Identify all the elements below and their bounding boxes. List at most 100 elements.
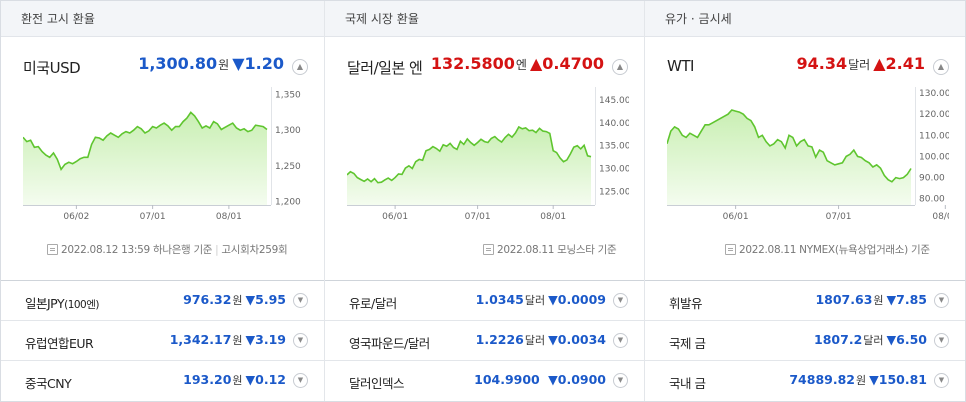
document-icon [725,244,736,255]
change-arrow: ▲ [873,54,886,73]
chevron-down-icon[interactable]: ▼ [293,293,308,308]
change: 7.85 [896,292,927,307]
list-item[interactable]: 영국파운드/달러 1.2226달러 ▼0.0034 ▼ [325,321,644,361]
change: 5.95 [255,292,286,307]
panel-oil-gold: 유가 · 금시세 WTI 94.34달러 ▲2.41 ▲ 130.00 120.00… [644,1,965,401]
x-tick-label: 06/02 [63,212,89,222]
item-value: 193.20원 ▼0.12 [183,372,286,388]
note-date: 2022.08.11 [497,244,555,256]
chart: 1,350 1,300 1,250 1,200 06/02 07/01 08/01 [23,87,305,227]
unit: 원 [232,334,243,347]
value: 1807.2 [814,332,863,347]
series-line [347,125,592,184]
list-item[interactable]: 유로/달러 1.0345달러 ▼0.0009 ▼ [325,281,644,321]
main-quote: 미국USD 1,300.80원 ▼1.20 ▲ [1,51,324,81]
list-item[interactable]: 중국CNY 193.20원 ▼0.12 ▼ [1,361,324,401]
y-tick-label: 1,350 [275,91,301,101]
item-name-text: 유럽연합EUR [25,336,94,351]
change: 0.4700 [542,54,604,73]
y-tick-label: 110.00 [919,131,949,141]
chevron-down-icon[interactable]: ▼ [934,373,949,388]
chart-note: 2022.08.11 모닝스타 기준 [483,242,617,257]
x-tick-label: 07/01 [465,212,491,222]
change-arrow: ▼ [245,372,256,387]
list-item[interactable]: 국제 금 1807.2달러 ▼6.50 ▼ [645,321,965,361]
panel-exchange: 환전 고시 환율 미국USD 1,300.80원 ▼1.20 ▲ 1,350 1,3… [1,1,324,401]
list-item[interactable]: 국내 금 74889.82원 ▼150.81 ▼ [645,361,965,401]
y-tick-label: 130.00 [919,89,949,99]
chevron-down-icon[interactable]: ▼ [934,333,949,348]
list-item[interactable]: 유럽연합EUR 1,342.17원 ▼3.19 ▼ [1,321,324,361]
item-name-text: 일본JPY [25,296,65,311]
quote-value: 1,300.80원 ▼1.20 [138,54,284,73]
value: 1.2226 [475,332,524,347]
list-item[interactable]: 휘발유 1807.63원 ▼7.85 ▼ [645,281,965,321]
tab-international[interactable]: 국제 시장 환율 [325,1,644,37]
unit: 원 [856,374,867,387]
chevron-up-icon[interactable]: ▲ [933,59,949,75]
chevron-down-icon[interactable]: ▼ [293,333,308,348]
x-tick-label: 06/01 [723,212,749,222]
chevron-down-icon[interactable]: ▼ [934,293,949,308]
y-tick-label: 100.00 [919,152,949,162]
chart-note: 2022.08.12 13:59 하나은행 기준 | 고시회차259회 [47,242,288,257]
y-tick-label: 80.00 [919,195,945,205]
change-arrow: ▼ [886,332,897,347]
currency-name: 달러/일본 엔 [347,59,423,77]
item-name: 유럽연합EUR [25,333,94,352]
value: 74889.82 [789,372,855,387]
chart: 145.00 140.00 135.00 130.00 125.00 06/01 07/01… [347,87,629,227]
note-source: 하나은행 기준 [152,244,213,256]
price: 132.5800 [430,54,515,73]
unit: 원 [232,294,243,307]
chevron-down-icon[interactable]: ▼ [613,293,628,308]
y-tick-label: 135.00 [599,142,629,152]
area-fill [23,112,267,205]
note-divider: | [215,244,219,256]
item-name: 중국CNY [25,373,72,392]
change-arrow: ▼ [886,292,897,307]
tab-oil-gold[interactable]: 유가 · 금시세 [645,1,965,37]
value: 193.20 [183,372,232,387]
value: 976.32 [183,292,232,307]
area-fill [667,110,911,205]
item-name: 유로/달러 [349,296,397,311]
price: 1,300.80 [138,54,218,73]
main-quote: 달러/일본 엔 132.5800엔 ▲0.4700 ▲ [325,51,644,81]
chevron-up-icon[interactable]: ▲ [612,59,628,75]
list-item[interactable]: 달러인덱스 104.9900 ▼0.0900 ▼ [325,361,644,401]
tab-exchange[interactable]: 환전 고시 환율 [1,1,324,37]
x-tick-label: 08/01 [540,212,566,222]
chevron-down-icon[interactable]: ▼ [613,373,628,388]
quote-value: 132.5800엔 ▲0.4700 [431,54,604,73]
item-name: 달러인덱스 [349,376,405,391]
change-arrow: ▼ [548,292,558,307]
item-name: 국내 금 [669,376,706,391]
note-date: 2022.08.12 13:59 [61,244,150,256]
panel-international: 국제 시장 환율 달러/일본 엔 132.5800엔 ▲0.4700 ▲ 145.… [324,1,644,401]
change-arrow: ▼ [245,292,256,307]
item-name-text: 중국CNY [25,376,72,391]
sub-list: 휘발유 1807.63원 ▼7.85 ▼ 국제 금 1807.2달러 ▼6.50 ▼… [645,280,965,401]
list-item[interactable]: 일본JPY(100엔) 976.32원 ▼5.95 ▼ [1,281,324,321]
change: 2.41 [885,54,925,73]
x-tick-label: 06/01 [382,212,408,222]
change-arrow: ▼ [869,372,879,387]
quote-value: 94.34달러 ▲2.41 [797,54,926,73]
chevron-down-icon[interactable]: ▼ [293,373,308,388]
value: 104.9900 [474,372,540,387]
change: 0.0034 [557,332,606,347]
note-date: 2022.08.11 [739,244,797,256]
item-value: 1807.63원 ▼7.85 [815,292,927,308]
item-value: 1.2226달러 ▼0.0034 [476,332,606,348]
document-icon [483,244,494,255]
x-tick-label: 08/01 [216,212,242,222]
change: 150.81 [878,372,927,387]
item-value: 1807.2달러 ▼6.50 [814,332,927,348]
commodity-name: WTI [667,57,694,75]
line-chart: 145.00 140.00 135.00 130.00 125.00 06/01 07/01… [347,87,629,222]
chevron-up-icon[interactable]: ▲ [292,59,308,75]
unit: 달러 [524,334,546,347]
change: 3.19 [255,332,286,347]
chevron-down-icon[interactable]: ▼ [613,333,628,348]
